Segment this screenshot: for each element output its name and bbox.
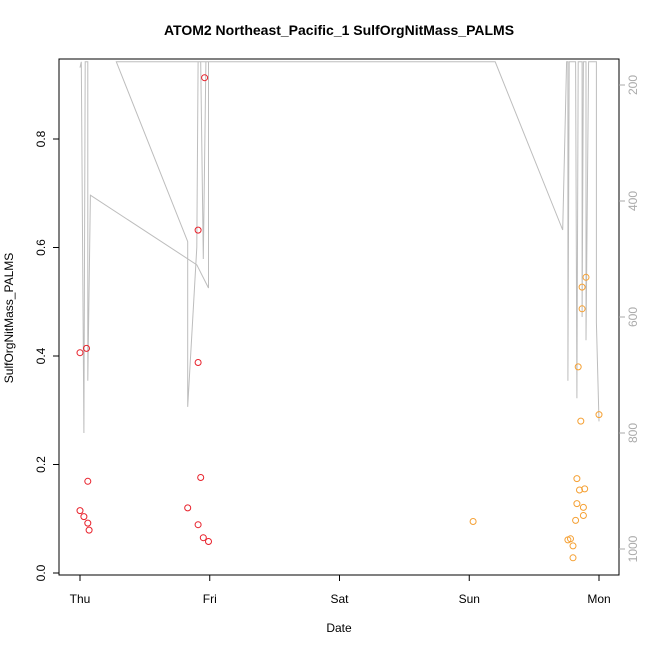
y-axis-label: SulfOrgNitMass_PALMS (2, 253, 16, 383)
data-point-orange-14 (579, 512, 587, 519)
y2-tick-label-200: 200 (626, 75, 640, 95)
data-point-red-12 (199, 534, 207, 542)
data-point-red-0 (76, 349, 84, 357)
y2-tick-label-400: 400 (626, 191, 640, 211)
data-point-red-13 (205, 538, 212, 545)
data-point-orange-3 (569, 542, 577, 550)
x-tick-label-sun: Sun (459, 592, 480, 606)
data-point-orange-7 (573, 475, 581, 483)
data-point-red-8 (194, 226, 202, 234)
data-point-orange-10 (577, 417, 585, 425)
y-tick-label-2: 0.4 (34, 347, 48, 364)
data-point-orange-16 (582, 273, 590, 281)
secondary-y-axis: 200 400 600 800 1000 (619, 75, 640, 562)
data-point-red-11 (194, 521, 202, 529)
data-point-orange-6 (573, 500, 581, 508)
data-point-orange-5 (572, 516, 580, 524)
x-tick-label-fri: Fri (203, 592, 217, 606)
y2-tick-label-800: 800 (626, 423, 640, 443)
y2-tick-label-1000: 1000 (626, 535, 640, 562)
data-point-red-10 (197, 474, 205, 481)
data-point-orange-4 (569, 554, 577, 562)
data-point-orange-0 (469, 518, 477, 525)
data-point-red-4 (80, 513, 88, 521)
y-axis: 0.0 0.2 0.4 0.6 0.8 (34, 130, 59, 581)
y-tick-label-3: 0.6 (34, 239, 48, 256)
y-tick-label-0: 0.0 (34, 564, 48, 581)
data-point-orange-11 (578, 305, 586, 313)
data-point-orange-8 (574, 363, 582, 371)
data-point-red-1 (83, 344, 90, 352)
data-points-layer (76, 74, 603, 562)
x-tick-label-mon: Mon (587, 592, 610, 606)
data-point-orange-15 (581, 485, 589, 493)
data-point-orange-2 (567, 535, 574, 543)
pressure-line-layer (79, 61, 600, 434)
data-point-orange-12 (578, 283, 586, 291)
data-point-red-9 (194, 359, 202, 366)
data-point-red-7 (184, 504, 192, 512)
x-axis: Thu Fri Sat Sun Mon (70, 575, 611, 606)
data-point-orange-9 (576, 486, 583, 494)
data-point-red-5 (84, 519, 92, 527)
data-point-orange-13 (579, 503, 587, 511)
x-tick-label-thu: Thu (70, 592, 91, 606)
pressure-series-line (79, 61, 600, 434)
data-point-orange-17 (595, 411, 603, 419)
data-point-red-2 (84, 477, 92, 485)
y-tick-label-4: 0.8 (34, 130, 48, 147)
y2-tick-label-600: 600 (626, 307, 640, 327)
data-point-red-3 (76, 507, 84, 515)
y-tick-label-1: 0.2 (34, 456, 48, 473)
plot-frame (58, 58, 620, 576)
data-point-red-14 (201, 74, 209, 82)
x-axis-label: Date (326, 621, 352, 635)
chart-title: ATOM2 Northeast_Pacific_1 SulfOrgNitMass… (164, 22, 514, 38)
x-tick-label-sat: Sat (330, 592, 349, 606)
data-point-red-6 (85, 526, 93, 534)
